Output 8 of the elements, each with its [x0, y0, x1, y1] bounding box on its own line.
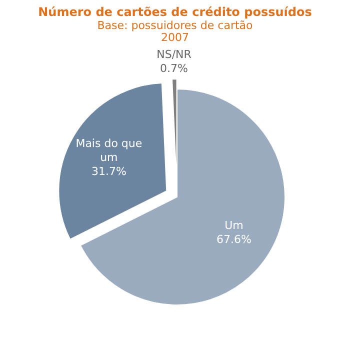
chart-title: Número de cartões de crédito possuídos: [38, 5, 312, 19]
chart-subtitle: Base: possuidores de cartão 2007: [97, 19, 254, 44]
slice-label: Um: [224, 219, 244, 232]
slice-label: NS/NR: [156, 48, 192, 62]
data-label: 31.7%: [91, 165, 126, 178]
slice-label: Mais do que um: [76, 137, 142, 164]
data-label: 67.6%: [216, 233, 252, 246]
data-label: 0.7%: [160, 62, 188, 76]
